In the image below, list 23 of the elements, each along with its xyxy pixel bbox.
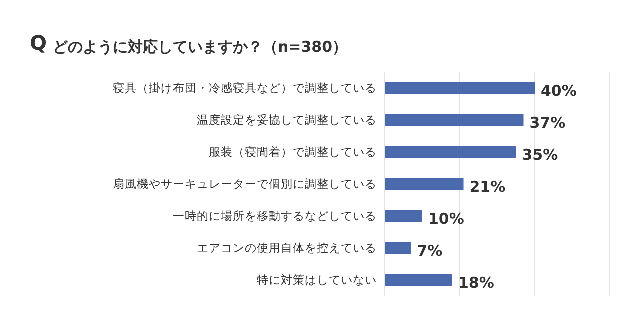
data-label: 37% — [530, 114, 566, 132]
data-label: 7% — [417, 242, 443, 260]
y-tick-label: 寝具（掛け布団・冷感寝具など）で調整している — [113, 81, 377, 95]
y-tick-label: 一時的に場所を移動するなどしている — [173, 209, 377, 223]
data-label: 21% — [470, 178, 506, 196]
bar — [385, 82, 535, 94]
bar — [385, 114, 524, 126]
data-label: 10% — [428, 210, 464, 228]
y-tick-label: 特に対策はしていない — [257, 273, 377, 287]
y-tick-label: 扇風機やサーキュレーターで個別に調整している — [113, 177, 377, 191]
y-tick-label: エアコンの使用自体を控えている — [197, 241, 377, 255]
data-label: 18% — [458, 274, 494, 292]
bar — [385, 242, 412, 254]
text: どのように対応していますか？（n=380） — [53, 38, 348, 56]
y-tick-label: 服装（寝間着）で調整している — [209, 145, 377, 159]
bar — [385, 210, 422, 222]
data-label: 35% — [522, 146, 558, 164]
y-tick-label: 温度設定を妥協して調整している — [197, 113, 377, 127]
bar — [385, 274, 452, 286]
text: Q — [30, 31, 48, 55]
data-label: 40% — [541, 82, 577, 100]
bar — [385, 178, 464, 190]
bar — [385, 146, 516, 158]
